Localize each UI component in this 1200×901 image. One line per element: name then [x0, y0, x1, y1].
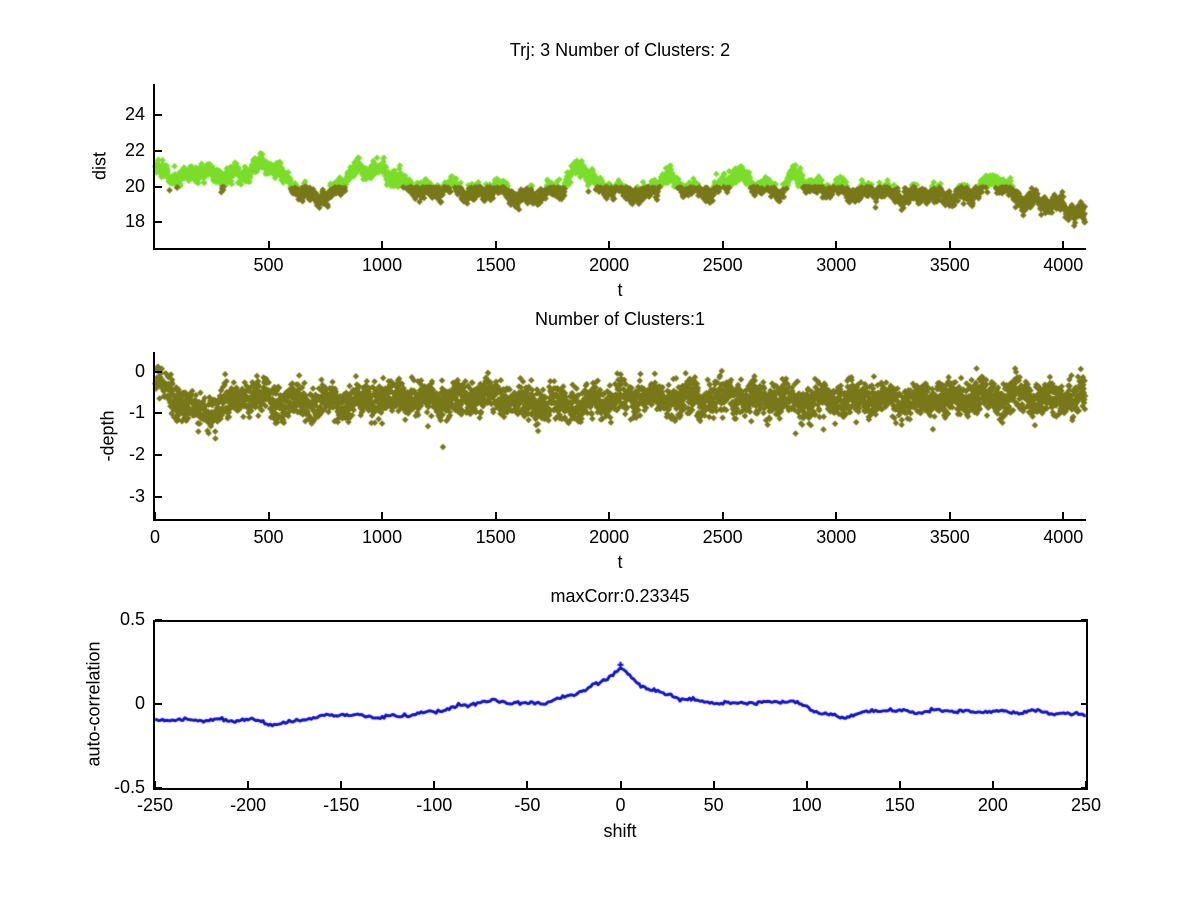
x-tick-label: 3500 [929, 255, 970, 275]
subplot2-scatter-canvas [149, 346, 1092, 525]
y-tick [155, 370, 162, 373]
y-tick-label: 18 [124, 211, 145, 232]
x-tick [948, 241, 951, 248]
x-tick [712, 781, 715, 788]
y-axis-line [153, 352, 155, 521]
top-axis-line [153, 620, 1088, 622]
x-tick-label: 1500 [475, 527, 516, 547]
x-tick [835, 241, 838, 248]
x-tick-label: -50 [514, 795, 541, 815]
y-tick [155, 221, 162, 224]
x-tick-label: -150 [323, 795, 360, 815]
y-tick-label: 24 [124, 104, 145, 125]
y-tick [155, 149, 162, 152]
x-tick-label: 50 [703, 795, 724, 815]
x-tick [1085, 781, 1087, 788]
x-tick-label: 2000 [589, 527, 630, 547]
y-tick [155, 454, 162, 457]
x-tick-label: 250 [1070, 795, 1102, 815]
subplot1-title: Trj: 3 Number of Clusters: 2 [509, 40, 731, 60]
subplot1-x-axis-label: t [617, 280, 623, 300]
x-tick-label: 4000 [1043, 527, 1084, 547]
subplot3-x-axis-label: shift [603, 821, 637, 841]
x-tick [267, 512, 270, 519]
x-axis-line [153, 788, 1088, 790]
subplot2-title: Number of Clusters:1 [534, 309, 706, 329]
x-tick [608, 241, 611, 248]
x-tick-label: 4000 [1043, 255, 1084, 275]
x-tick [154, 512, 156, 519]
x-tick [381, 512, 384, 519]
x-tick-label: 100 [791, 795, 822, 815]
y-tick-label: 20 [124, 175, 145, 196]
y-tick-label: 0 [134, 693, 145, 713]
x-tick-label: 200 [977, 795, 1008, 815]
x-tick-label: 3500 [929, 527, 970, 547]
x-tick [247, 781, 250, 788]
x-tick [526, 781, 529, 788]
x-tick-label: 150 [884, 795, 915, 815]
x-tick [608, 512, 611, 519]
y-tick-label: 0.5 [119, 609, 145, 629]
y-tick-label: 0 [134, 360, 145, 381]
x-axis-line [153, 248, 1086, 250]
x-tick-label: 1000 [362, 255, 403, 275]
x-tick-label: 500 [253, 255, 284, 275]
y-tick-right [1081, 619, 1088, 621]
x-tick-label: 0 [615, 795, 626, 815]
y-tick-label: -2 [128, 444, 145, 465]
x-tick-label: 2000 [589, 255, 630, 275]
y-axis-line [153, 84, 155, 250]
y-tick [155, 185, 162, 188]
x-tick-label: 1500 [475, 255, 516, 275]
x-tick-label: 2500 [702, 255, 743, 275]
x-tick [494, 241, 497, 248]
right-axis-line [1086, 620, 1088, 790]
x-tick [898, 781, 901, 788]
x-tick-label: -100 [416, 795, 453, 815]
y-tick-label: -0.5 [113, 777, 145, 797]
x-tick-label: -200 [230, 795, 267, 815]
y-tick-label: -3 [128, 485, 145, 506]
y-tick [155, 114, 162, 117]
x-tick-label: 3000 [816, 255, 857, 275]
x-tick [721, 512, 724, 519]
y-tick [155, 619, 162, 621]
subplot2-x-axis-label: t [617, 552, 623, 572]
x-tick [948, 512, 951, 519]
y-tick-right [1081, 703, 1088, 705]
x-tick-label: -250 [136, 795, 174, 815]
y-tick [155, 495, 162, 498]
x-tick [805, 781, 808, 788]
y-tick [155, 703, 162, 705]
y-tick [155, 787, 162, 789]
subplot1-scatter-canvas [149, 78, 1092, 254]
x-tick [991, 781, 994, 788]
x-tick [433, 781, 436, 788]
x-axis-line [153, 519, 1086, 521]
x-tick [494, 512, 497, 519]
x-tick-label: 3000 [816, 527, 857, 547]
x-tick-label: 1000 [362, 527, 403, 547]
x-tick-label: 0 [149, 527, 160, 547]
x-tick [1062, 241, 1065, 248]
x-tick [154, 781, 156, 788]
subplot3-title: maxCorr:0.23345 [550, 586, 690, 606]
x-tick [267, 241, 270, 248]
x-tick [619, 781, 622, 788]
x-tick [340, 781, 343, 788]
x-tick-label: 500 [253, 527, 284, 547]
y-tick-label: 22 [124, 139, 145, 160]
x-tick [381, 241, 384, 248]
subplot3-line-canvas [149, 614, 1092, 794]
y-tick-label: -1 [128, 402, 145, 423]
x-tick [835, 512, 838, 519]
y-axis-line [153, 620, 155, 790]
y-tick [155, 412, 162, 415]
x-tick [721, 241, 724, 248]
x-tick-label: 2500 [702, 527, 743, 547]
x-tick [1062, 512, 1065, 519]
y-tick-right [1081, 787, 1088, 789]
